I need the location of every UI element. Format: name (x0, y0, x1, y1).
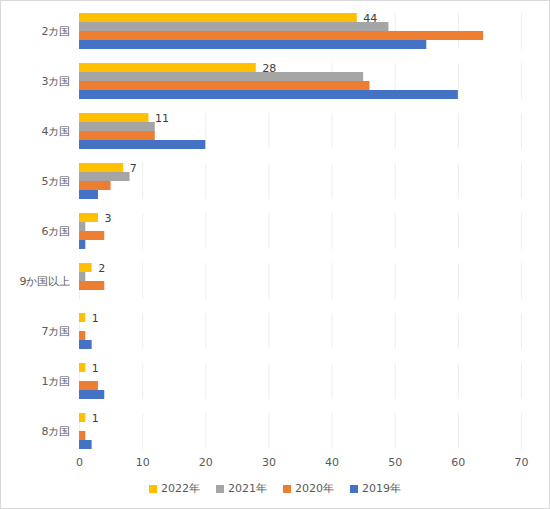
html-text:2022年: 2022年 (161, 482, 200, 495)
svg-text:60: 60 (451, 456, 465, 469)
svg-text:10: 10 (136, 456, 150, 469)
svg-text:5カ国: 5カ国 (42, 175, 71, 188)
svg-text:50: 50 (388, 456, 402, 469)
svg-text:4カ国: 4カ国 (42, 125, 71, 138)
html-text:2020年: 2020年 (295, 482, 334, 495)
svg-text:11: 11 (155, 112, 169, 125)
svg-text:2カ国: 2カ国 (42, 25, 71, 38)
svg-text:1: 1 (92, 312, 99, 325)
svg-text:2: 2 (98, 262, 105, 275)
svg-text:20: 20 (199, 456, 213, 469)
svg-text:1カ国: 1カ国 (42, 375, 71, 388)
svg-text:6カ国: 6カ国 (42, 225, 71, 238)
svg-text:44: 44 (363, 12, 377, 25)
svg-text:9か国以上: 9か国以上 (20, 275, 71, 288)
svg-text:7: 7 (130, 162, 137, 175)
svg-text:40: 40 (325, 456, 339, 469)
html-text:2021年: 2021年 (228, 482, 267, 495)
svg-text:3: 3 (104, 212, 111, 225)
svg-text:0: 0 (76, 456, 83, 469)
svg-text:28: 28 (262, 62, 276, 75)
svg-text:8カ国: 8カ国 (42, 425, 71, 438)
svg-text:1: 1 (92, 362, 99, 375)
html-text:2019年: 2019年 (362, 482, 401, 495)
svg-text:70: 70 (515, 456, 529, 469)
svg-text:1: 1 (92, 412, 99, 425)
svg-text:7カ国: 7カ国 (42, 325, 71, 338)
svg-text:3カ国: 3カ国 (42, 75, 71, 88)
svg-text:30: 30 (262, 456, 276, 469)
